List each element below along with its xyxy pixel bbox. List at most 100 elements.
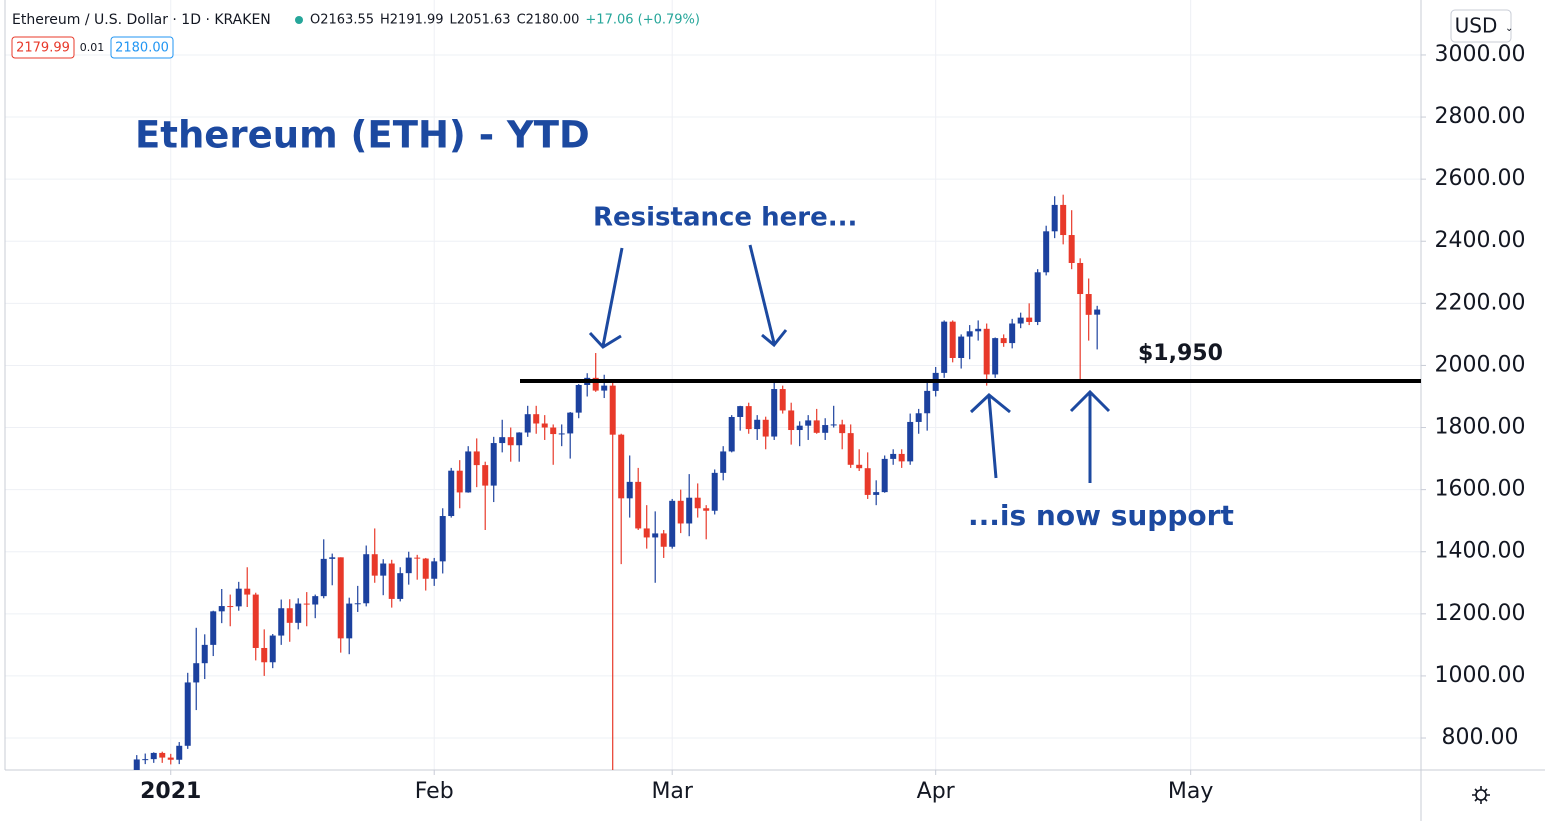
candle-body	[346, 603, 353, 639]
candle-body	[1051, 204, 1058, 232]
ohlc-legend: O2163.55 H2191.99 L2051.63 C2180.00 +17.06 (…	[310, 13, 700, 28]
ohlc-value: C2180.00	[517, 13, 580, 28]
candle-body	[601, 385, 608, 391]
candle-body	[1085, 294, 1092, 315]
candle-body	[201, 644, 208, 664]
y-axis: 800.00 1000.00 1200.00 1400.00 1600.00 1800.0…	[1421, 42, 1525, 750]
candle-body	[1068, 235, 1075, 263]
candle-body	[779, 389, 786, 411]
y-tick-label: 3000.00	[1435, 42, 1526, 67]
candle-body	[388, 563, 395, 599]
ask: 2180.00	[115, 41, 169, 56]
candle-body	[788, 410, 795, 431]
candle-body	[558, 433, 565, 435]
candle-body	[550, 427, 557, 435]
candle-body	[941, 321, 948, 373]
candle-body	[1000, 338, 1007, 344]
candle-body	[813, 420, 820, 433]
candle-body	[907, 421, 914, 462]
y-tick-label: 2400.00	[1435, 228, 1526, 253]
arrow	[748, 244, 788, 348]
candle-body	[805, 420, 812, 426]
candle-body	[533, 414, 540, 424]
candle-body	[261, 647, 268, 663]
ohlc-value: L2051.63	[450, 13, 511, 28]
candle-body	[949, 321, 956, 358]
candle-body	[703, 508, 710, 511]
support-label: $1,950	[1138, 341, 1223, 366]
ohlc-value: +17.06 (+0.79%)	[585, 13, 700, 28]
arrow	[1069, 389, 1111, 483]
candle-body	[881, 458, 888, 493]
candle-body	[278, 608, 285, 636]
y-tick-label: 2200.00	[1435, 290, 1526, 315]
y-tick-label: 1200.00	[1435, 601, 1526, 626]
title: Ethereum (ETH) - YTD	[135, 114, 590, 157]
candle-body	[252, 594, 259, 648]
candle-body	[1017, 317, 1024, 324]
candle-body	[694, 497, 701, 509]
candle-body	[983, 328, 990, 375]
candle-body	[856, 464, 863, 469]
x-tick-label: Mar	[651, 779, 693, 804]
candle-body	[320, 558, 327, 597]
candle-body	[1043, 231, 1050, 273]
candle-body	[159, 752, 166, 758]
y-tick-label: 1000.00	[1435, 663, 1526, 688]
candle-body	[847, 433, 854, 465]
currency-button[interactable]	[1450, 9, 1512, 43]
candle-body	[193, 663, 200, 683]
candle-body	[422, 558, 429, 579]
candle-body	[762, 419, 769, 437]
candle-body	[176, 745, 183, 760]
candles	[133, 194, 1101, 770]
candle-body	[966, 331, 973, 337]
y-tick-label: 1400.00	[1435, 539, 1526, 564]
candle-body	[448, 470, 455, 517]
candle-body	[1094, 309, 1101, 315]
candle-body	[482, 465, 489, 486]
candle-body	[303, 603, 310, 605]
candle-body	[711, 472, 718, 511]
candle-body	[958, 336, 965, 358]
candle-body	[575, 385, 582, 413]
ohlc-value: H2191.99	[380, 13, 444, 28]
candle-body	[924, 390, 931, 414]
candle-body	[822, 425, 829, 433]
currency[interactable]: USD	[1455, 14, 1498, 38]
candle-body	[592, 377, 599, 391]
candle-body	[397, 573, 404, 599]
candle-body	[218, 606, 225, 612]
candle-body	[1060, 204, 1067, 236]
y-tick-label: 2800.00	[1435, 104, 1526, 129]
candle-body	[184, 682, 191, 746]
candle-body	[456, 470, 463, 493]
candle-body	[210, 611, 217, 645]
y-tick-label: 1800.00	[1435, 415, 1526, 440]
candle-body	[975, 328, 982, 332]
candle-body	[439, 516, 446, 562]
candle-body	[643, 528, 650, 538]
arrows	[588, 244, 1111, 483]
symbol: Ethereum / U.S. Dollar · 1D · KRAKEN	[12, 12, 271, 28]
candle-body	[150, 752, 157, 760]
candle-body	[371, 554, 378, 576]
gear-spokes[interactable]	[1472, 786, 1490, 804]
candle-body	[1077, 262, 1084, 295]
candle-body	[524, 414, 531, 433]
candle-body	[337, 557, 344, 639]
candle-body	[992, 338, 999, 375]
y-tick-label: 2600.00	[1435, 166, 1526, 191]
spread: 0.01	[80, 41, 105, 54]
settings-icon[interactable]	[1472, 786, 1490, 804]
x-tick-label: Apr	[917, 779, 956, 804]
candle-body	[720, 451, 727, 473]
candle-body	[864, 468, 871, 495]
candle-body	[830, 424, 837, 426]
candle-body	[516, 432, 523, 446]
candle-body	[1034, 272, 1041, 322]
candle-body	[890, 453, 897, 459]
candle-body	[898, 453, 905, 462]
candle-body	[286, 608, 293, 623]
status-dot	[295, 16, 303, 24]
